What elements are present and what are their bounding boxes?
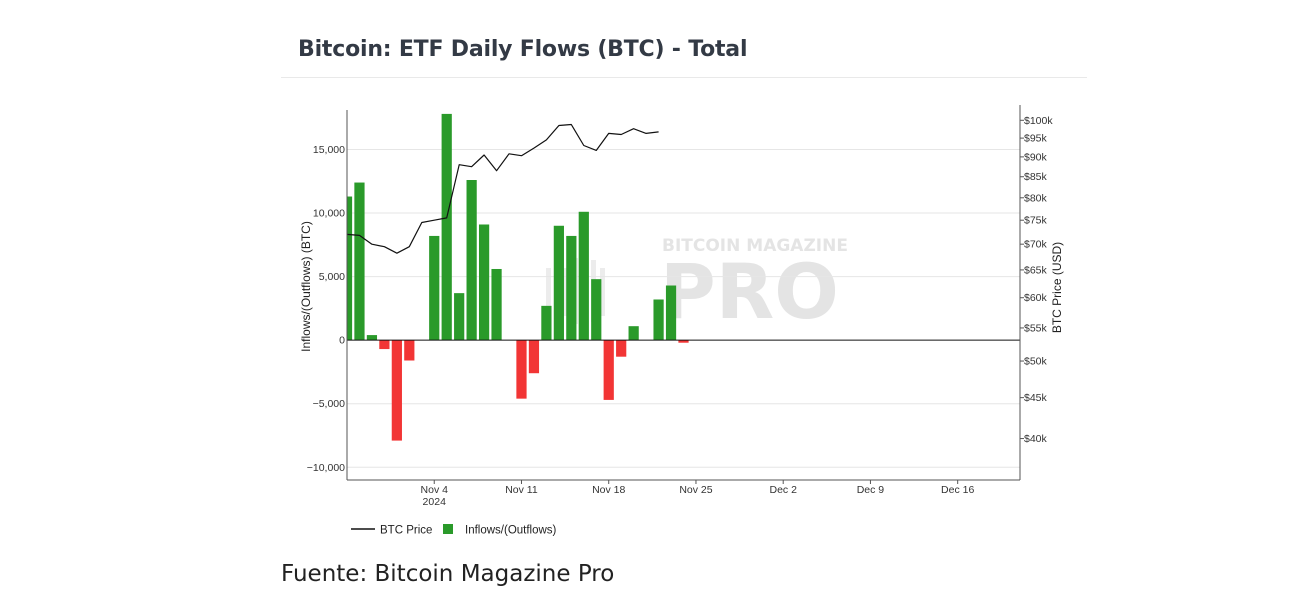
flow-bar[interactable]: [603, 340, 614, 400]
flow-bar[interactable]: [628, 326, 639, 341]
flow-bar[interactable]: [404, 340, 415, 361]
flow-bar[interactable]: [516, 340, 527, 399]
flow-bar[interactable]: [354, 182, 365, 341]
x-tick-label: Dec 16: [941, 484, 974, 496]
title-divider: [281, 77, 1087, 78]
legend-flows-swatch: [443, 524, 453, 534]
flow-bars: [347, 113, 689, 441]
gridlines: [347, 148, 1020, 468]
flow-bar[interactable]: [491, 268, 502, 341]
y-tick-label: −5,000: [313, 398, 346, 410]
flow-bar[interactable]: [653, 299, 664, 341]
y2-tick-label: $90k: [1024, 151, 1048, 163]
watermark-logo: BITCOIN MAGAZINE PRO: [546, 236, 848, 336]
x-tick-label: Dec 2: [769, 484, 797, 496]
legend-price-label: BTC Price: [380, 525, 432, 537]
chart-title: Bitcoin: ETF Daily Flows (BTC) - Total: [298, 37, 748, 62]
y2-tick-label: $70k: [1024, 239, 1048, 251]
y2-axis-title: BTC Price (USD): [1050, 242, 1064, 333]
chart-card: [281, 26, 1087, 546]
axes: −10,000 −5,000 0 5,000 10,000 15,000 $40k $45k $…: [307, 105, 1053, 508]
y2-tick-label: $95k: [1024, 133, 1048, 145]
y-tick-label: 5,000: [319, 271, 345, 283]
source-caption: Fuente: Bitcoin Magazine Pro: [281, 561, 615, 587]
x-tick-label: Nov 4: [421, 484, 449, 496]
flow-bar[interactable]: [665, 285, 677, 341]
y-axis-title: Inflows/(Outflows) (BTC): [299, 221, 313, 352]
y2-tick-label: $45k: [1024, 392, 1048, 404]
flow-bar[interactable]: [466, 180, 477, 341]
watermark-line-1: BITCOIN MAGAZINE: [662, 236, 848, 256]
x-tick-label: Nov 18: [592, 484, 625, 496]
legend-flows-label: Inflows/(Outflows): [465, 525, 557, 537]
legend: BTC Price Inflows/(Outflows): [351, 524, 557, 537]
flow-bar[interactable]: [578, 211, 589, 341]
x-tick-sublabel: 2024: [423, 496, 447, 508]
y-tick-label: 15,000: [313, 144, 345, 156]
y2-tick-label: $100k: [1024, 115, 1053, 127]
watermark-line-2: PRO: [660, 247, 839, 336]
flow-bar[interactable]: [678, 340, 689, 343]
flow-bar[interactable]: [347, 196, 353, 341]
flow-bar[interactable]: [541, 305, 552, 341]
y2-tick-label: $40k: [1024, 433, 1048, 445]
flow-bar[interactable]: [441, 113, 452, 341]
x-tick-label: Dec 9: [857, 484, 885, 496]
y2-tick-label: $50k: [1024, 356, 1048, 368]
flow-bar[interactable]: [429, 235, 440, 341]
flow-bar[interactable]: [591, 279, 602, 341]
y-tick-label: 0: [339, 335, 345, 347]
price-line: [346, 123, 659, 254]
flow-bar[interactable]: [566, 235, 577, 341]
flow-bar[interactable]: [616, 340, 627, 357]
flow-bar[interactable]: [366, 335, 378, 341]
x-tick-label: Nov 25: [679, 484, 712, 496]
x-tick-label: Nov 11: [505, 484, 538, 496]
flow-bar[interactable]: [478, 224, 490, 341]
flow-bar[interactable]: [454, 293, 465, 341]
flow-bar[interactable]: [379, 340, 390, 350]
y2-tick-label: $75k: [1024, 215, 1048, 227]
y-tick-label: −10,000: [307, 462, 345, 474]
legend-item-flows[interactable]: Inflows/(Outflows): [443, 524, 557, 537]
y2-tick-label: $65k: [1024, 264, 1048, 276]
flow-bar[interactable]: [553, 225, 564, 341]
legend-item-price[interactable]: BTC Price: [351, 525, 432, 537]
flow-bar[interactable]: [391, 340, 402, 441]
y2-tick-label: $80k: [1024, 192, 1048, 204]
flow-bar[interactable]: [528, 340, 540, 374]
y-tick-label: 10,000: [313, 208, 345, 220]
y2-tick-label: $60k: [1024, 292, 1048, 304]
y2-tick-label: $55k: [1024, 322, 1048, 334]
btc-price-line[interactable]: [346, 123, 659, 254]
y2-tick-label: $85k: [1024, 171, 1048, 183]
